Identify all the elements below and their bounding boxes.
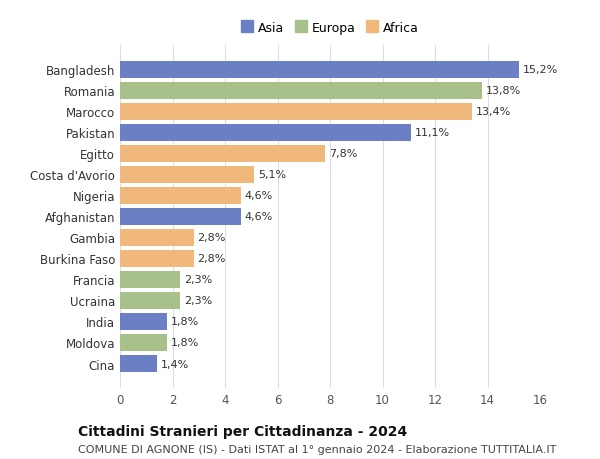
Text: 5,1%: 5,1% — [258, 170, 286, 180]
Text: 1,8%: 1,8% — [171, 338, 199, 348]
Text: 13,8%: 13,8% — [486, 86, 521, 96]
Text: 4,6%: 4,6% — [245, 212, 273, 222]
Bar — [120, 334, 167, 351]
Text: Cittadini Stranieri per Cittadinanza - 2024: Cittadini Stranieri per Cittadinanza - 2… — [78, 425, 407, 438]
Text: 15,2%: 15,2% — [523, 65, 558, 75]
Bar — [120, 355, 157, 372]
Text: 7,8%: 7,8% — [329, 149, 357, 159]
Text: 13,4%: 13,4% — [476, 107, 511, 117]
Bar — [120, 292, 181, 309]
Text: 2,8%: 2,8% — [197, 254, 226, 264]
Bar — [120, 271, 181, 288]
Legend: Asia, Europa, Africa: Asia, Europa, Africa — [237, 18, 423, 39]
Bar — [120, 124, 412, 141]
Bar — [120, 187, 241, 205]
Text: 4,6%: 4,6% — [245, 191, 273, 201]
Text: 2,8%: 2,8% — [197, 233, 226, 243]
Bar — [120, 313, 167, 330]
Text: 1,8%: 1,8% — [171, 317, 199, 327]
Text: 11,1%: 11,1% — [415, 128, 451, 138]
Text: 2,3%: 2,3% — [184, 296, 212, 306]
Bar — [120, 62, 519, 78]
Text: COMUNE DI AGNONE (IS) - Dati ISTAT al 1° gennaio 2024 - Elaborazione TUTTITALIA.: COMUNE DI AGNONE (IS) - Dati ISTAT al 1°… — [78, 444, 556, 454]
Text: 2,3%: 2,3% — [184, 275, 212, 285]
Bar — [120, 83, 482, 100]
Bar — [120, 103, 472, 121]
Text: 1,4%: 1,4% — [161, 359, 189, 369]
Bar — [120, 250, 193, 268]
Bar — [120, 208, 241, 225]
Bar — [120, 146, 325, 162]
Bar — [120, 229, 193, 246]
Bar — [120, 166, 254, 184]
